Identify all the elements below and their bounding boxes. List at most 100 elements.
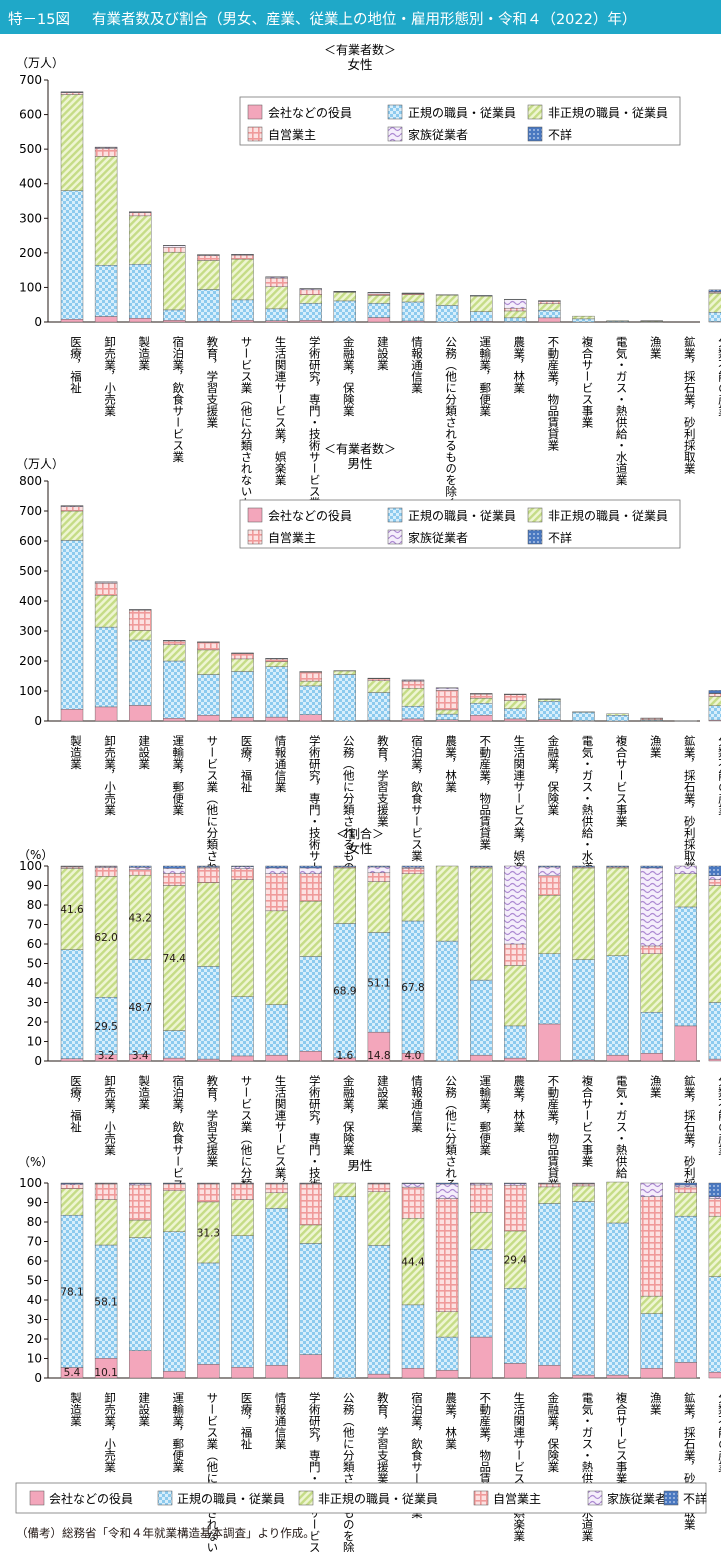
legend-swatch-0-0 xyxy=(247,104,263,120)
bar-2-12-1 xyxy=(470,979,493,1056)
bar-0-15-2 xyxy=(572,315,595,320)
bar-2-5-4 xyxy=(231,866,254,869)
bar-1-14-0 xyxy=(538,719,561,722)
bar-0-1-3 xyxy=(94,148,118,157)
chart-2-ytick-label: 70 xyxy=(27,918,42,932)
bar-2-6-0 xyxy=(265,1054,288,1062)
bar-0-12-1 xyxy=(470,311,493,322)
bar-2-19-0 xyxy=(708,1058,721,1062)
bar-1-13-1 xyxy=(504,708,527,720)
bar-3-15-1 xyxy=(572,1201,595,1376)
bar-3-14-1 xyxy=(538,1203,561,1366)
chart-1-ytick-label: 700 xyxy=(19,504,42,518)
bar-1-3-1 xyxy=(163,660,186,719)
bar-0-19-2 xyxy=(708,293,721,313)
bar-0-15-1 xyxy=(572,318,595,323)
chart-2-category-label: 製造業 xyxy=(137,1074,151,1109)
bar-2-17-3 xyxy=(640,945,663,954)
chart-0-header: ＜有業者数＞ xyxy=(324,42,396,57)
chart-1-ytick-label: 400 xyxy=(19,594,42,608)
bar-3-18-4 xyxy=(674,1184,697,1188)
chart-3-category-label: 金融業，保険業 xyxy=(546,1391,560,1472)
bar-3-14-0 xyxy=(538,1365,561,1379)
legend-label-0-3: 自営業主 xyxy=(268,128,316,142)
legend-swatch-0-2 xyxy=(527,104,543,120)
bar-1-11-3 xyxy=(435,690,459,711)
legend-label-1-5: 不詳 xyxy=(548,530,572,545)
chart-1-category-label: 分類不能の産業 xyxy=(717,735,721,816)
bar-2-2-4 xyxy=(128,867,152,870)
bar-2-19-4 xyxy=(708,875,721,880)
bar-3-12-0 xyxy=(470,1336,493,1379)
bar-0-10-2 xyxy=(401,294,425,303)
source-note: （備考）総務省「令和４年就業構造基本調査」より作成。 xyxy=(16,1526,315,1540)
bar-0-13-1 xyxy=(504,317,527,322)
chart-2-data-label: 3.2 xyxy=(98,1050,115,1062)
chart-1-header: ＜有業者数＞ xyxy=(324,441,396,456)
bar-1-10-0 xyxy=(401,718,425,722)
bar-2-17-0 xyxy=(640,1052,663,1062)
chart-0-ytick-label: 200 xyxy=(19,246,42,260)
chart-2-ytick-label: 40 xyxy=(27,976,42,990)
chart-1-category-label: 医療，福祉 xyxy=(240,735,254,793)
bar-1-1-1 xyxy=(94,626,118,708)
bar-3-12-2 xyxy=(470,1212,493,1250)
bar-2-0-1 xyxy=(60,949,84,1059)
chart-1-category-label: 金融業，保険業 xyxy=(546,734,560,815)
chart-1-category-label: 学術研究，専門・技術サービス業 xyxy=(308,734,322,907)
bar-1-19-5 xyxy=(708,690,721,694)
bottom-legend-swatch-5 xyxy=(663,1490,679,1506)
bar-3-3-2 xyxy=(163,1190,186,1232)
legend-swatch-1-0 xyxy=(247,507,263,523)
bar-0-7-2 xyxy=(299,294,322,304)
bar-2-15-1 xyxy=(572,959,595,1061)
chart-2-ytick-label: 20 xyxy=(27,1015,42,1029)
bar-3-16-0 xyxy=(606,1374,629,1379)
figure-title: 有業者数及び割合（男女、産業、従業上の地位・雇用形態別・令和４（2022）年） xyxy=(91,12,637,28)
chart-2-ytick-label: 50 xyxy=(27,957,42,971)
bar-0-0-0 xyxy=(60,319,84,323)
bar-0-13-3 xyxy=(504,307,527,312)
bar-1-9-1 xyxy=(367,692,391,721)
bar-1-3-0 xyxy=(163,718,186,722)
chart-1-ytick-label: 300 xyxy=(19,624,42,638)
bar-3-2-4 xyxy=(128,1183,152,1186)
chart-0-title: 女性 xyxy=(347,57,372,72)
bar-3-14-3 xyxy=(538,1183,561,1188)
chart-3-data-label: 44.4 xyxy=(401,1257,425,1269)
legend-label-0-4: 家族従業者 xyxy=(408,127,468,142)
chart-1-category-label: 生活関連サービス業，娯楽業 xyxy=(512,734,526,884)
bar-3-12-4 xyxy=(470,1183,493,1186)
bar-0-0-1 xyxy=(60,190,84,320)
bar-3-7-0 xyxy=(299,1354,322,1379)
bar-3-2-0 xyxy=(128,1350,152,1379)
figure-number: 特－15図 xyxy=(8,12,70,28)
chart-3-ytick-label: 60 xyxy=(27,1254,42,1268)
chart-3-data-label: 58.1 xyxy=(94,1297,117,1309)
chart-3-category-label: 医療，福祉 xyxy=(240,1392,254,1450)
bar-2-9-3 xyxy=(367,872,391,882)
bar-2-5-2 xyxy=(231,879,254,997)
bar-3-15-2 xyxy=(572,1185,595,1202)
bar-2-7-0 xyxy=(299,1051,322,1062)
bar-0-11-2 xyxy=(435,294,459,306)
bar-2-11-1 xyxy=(435,940,459,1062)
bar-2-8-2 xyxy=(333,867,356,924)
bar-3-2-1 xyxy=(128,1237,152,1351)
bar-3-19-5 xyxy=(708,1182,721,1197)
chart-3-category-label: 不動産業，物品賃貸業 xyxy=(478,1392,492,1507)
bar-3-13-4 xyxy=(504,1183,527,1186)
chart-2-data-label: 62.0 xyxy=(94,932,117,944)
bar-1-16-1 xyxy=(606,715,629,722)
chart-0-category-label: 鉱業，採石業，砂利採取業 xyxy=(683,335,697,474)
bar-1-19-1 xyxy=(708,705,721,721)
bar-1-0-0 xyxy=(60,709,84,722)
bar-2-8-5 xyxy=(333,865,356,868)
bar-0-13-4 xyxy=(504,299,527,309)
bar-2-18-2 xyxy=(674,873,697,908)
bar-1-5-0 xyxy=(231,717,254,722)
bottom-legend-label-3: 自営業主 xyxy=(493,1492,541,1506)
bar-1-11-2 xyxy=(435,709,459,715)
chart-2-category-label: 金融業，保険業 xyxy=(342,1074,356,1155)
bottom-legend-swatch-4 xyxy=(587,1490,603,1506)
